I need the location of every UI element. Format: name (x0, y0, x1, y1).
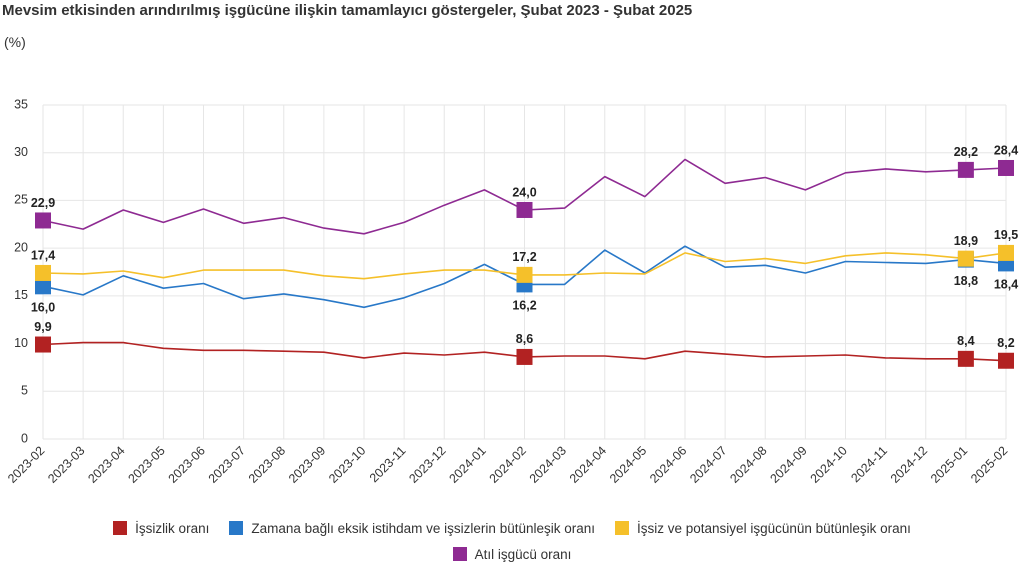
legend-item-time-related-underemployment[interactable]: Zamana bağlı eksik istihdam ve işsizleri… (229, 521, 595, 536)
legend-swatch-unemployment (113, 521, 128, 535)
y-axis-unit: (%) (4, 34, 26, 50)
y-tick-label: 35 (14, 97, 28, 111)
x-tick-label: 2024-10 (808, 444, 850, 486)
x-tick-label: 2023-04 (85, 444, 127, 486)
data-label: 8,2 (997, 336, 1014, 350)
data-label: 24,0 (512, 185, 536, 199)
data-point-marker[interactable] (957, 161, 974, 178)
data-point-marker[interactable] (998, 159, 1014, 176)
legend-label-unemployment: İşsizlik oranı (135, 520, 210, 536)
data-label: 18,8 (954, 274, 978, 288)
data-point-marker[interactable] (35, 278, 51, 295)
x-tick-label: 2024-09 (767, 444, 809, 486)
data-point-marker[interactable] (516, 201, 533, 218)
data-point-marker[interactable] (516, 266, 533, 283)
chart-title: Mevsim etkisinden arındırılmış işgücüne … (2, 2, 693, 19)
data-label: 17,2 (512, 250, 536, 264)
x-tick-label: 2024-02 (487, 444, 529, 486)
legend-item-potential-labour-force[interactable]: İşsiz ve potansiyel işgücünün bütünleşik… (615, 521, 911, 536)
legend-row-2: Atıl işgücü oranı (0, 541, 1024, 567)
x-tick-label: 2024-07 (687, 444, 729, 486)
y-tick-label: 10 (14, 336, 28, 350)
y-tick-label: 0 (21, 431, 28, 445)
x-tick-label: 2024-06 (647, 444, 689, 486)
data-point-marker[interactable] (957, 250, 974, 267)
x-tick-label: 2023-06 (166, 444, 208, 486)
data-label: 16,0 (31, 301, 55, 315)
legend-item-labour-underutilisation[interactable]: Atıl işgücü oranı (452, 546, 572, 562)
x-tick-label: 2023-05 (125, 444, 167, 486)
x-tick-label: 2024-03 (527, 444, 569, 486)
data-label: 19,5 (994, 228, 1018, 242)
x-tick-label: 2023-10 (326, 444, 368, 486)
x-tick-label: 2023-08 (246, 444, 288, 486)
x-tick-label: 2023-02 (5, 444, 47, 486)
data-label: 18,9 (954, 234, 978, 248)
legend-row-1: İşsizlik oranı Zamana bağlı eksik istihd… (0, 515, 1024, 541)
point-markers (35, 159, 1014, 369)
data-label: 28,2 (954, 145, 978, 159)
data-point-marker[interactable] (35, 336, 51, 353)
x-tick-label: 2025-02 (968, 444, 1010, 486)
x-tick-label: 2023-07 (206, 444, 248, 486)
data-label: 17,4 (31, 248, 55, 262)
x-tick-label: 2024-05 (607, 444, 649, 486)
legend-item-unemployment[interactable]: İşsizlik oranı (113, 521, 209, 536)
x-tick-label: 2023-09 (286, 444, 328, 486)
data-label: 16,2 (512, 299, 536, 313)
data-point-marker[interactable] (998, 352, 1014, 369)
legend-label-potential-labour-force: İşsiz ve potansiyel işgücünün bütünleşik… (637, 520, 911, 536)
x-tick-label: 2024-08 (727, 444, 769, 486)
data-label: 28,4 (994, 143, 1018, 157)
legend: İşsizlik oranı Zamana bağlı eksik istihd… (0, 515, 1024, 567)
x-tick-label: 2023-03 (45, 444, 87, 486)
y-tick-label: 5 (21, 384, 28, 398)
y-tick-label: 25 (14, 193, 28, 207)
y-tick-label: 30 (14, 145, 28, 159)
y-tick-label: 20 (14, 240, 28, 254)
x-tick-label: 2024-11 (848, 444, 890, 486)
data-label: 8,6 (516, 332, 533, 346)
x-tick-label: 2024-12 (888, 444, 930, 486)
y-tick-label: 15 (14, 288, 28, 302)
line-chart: 2023-022023-032023-042023-052023-062023-… (5, 97, 1018, 486)
data-point-marker[interactable] (998, 244, 1014, 261)
data-label: 18,4 (994, 278, 1018, 292)
x-tick-label: 2024-01 (446, 444, 488, 486)
data-point-marker[interactable] (957, 350, 974, 367)
data-label: 9,9 (34, 320, 51, 334)
x-tick-label: 2025-01 (928, 444, 970, 486)
legend-label-time-related-underemployment: Zamana bağlı eksik istihdam ve işsizleri… (251, 520, 596, 536)
legend-label-labour-underutilisation: Atıl işgücü oranı (474, 546, 572, 562)
x-tick-label: 2023-11 (367, 444, 409, 486)
data-labels: 9,9 8,6 8,4 8,2 16,0 16,2 18,8 18,4 17,4 17,2 18,9… (31, 143, 1018, 350)
data-point-marker[interactable] (35, 264, 51, 281)
data-point-marker[interactable] (35, 212, 51, 229)
legend-swatch-labour-underutilisation (452, 547, 467, 561)
x-tick-label: 2023-12 (406, 444, 448, 486)
data-point-marker[interactable] (516, 348, 533, 365)
grid (42, 104, 1007, 440)
legend-swatch-time-related-underemployment (229, 521, 244, 535)
legend-swatch-potential-labour-force (615, 521, 630, 535)
axes: 2023-022023-032023-042023-052023-062023-… (5, 97, 1010, 486)
data-label: 8,4 (957, 334, 974, 348)
data-label: 22,9 (31, 196, 55, 210)
x-tick-label: 2024-04 (567, 444, 609, 486)
